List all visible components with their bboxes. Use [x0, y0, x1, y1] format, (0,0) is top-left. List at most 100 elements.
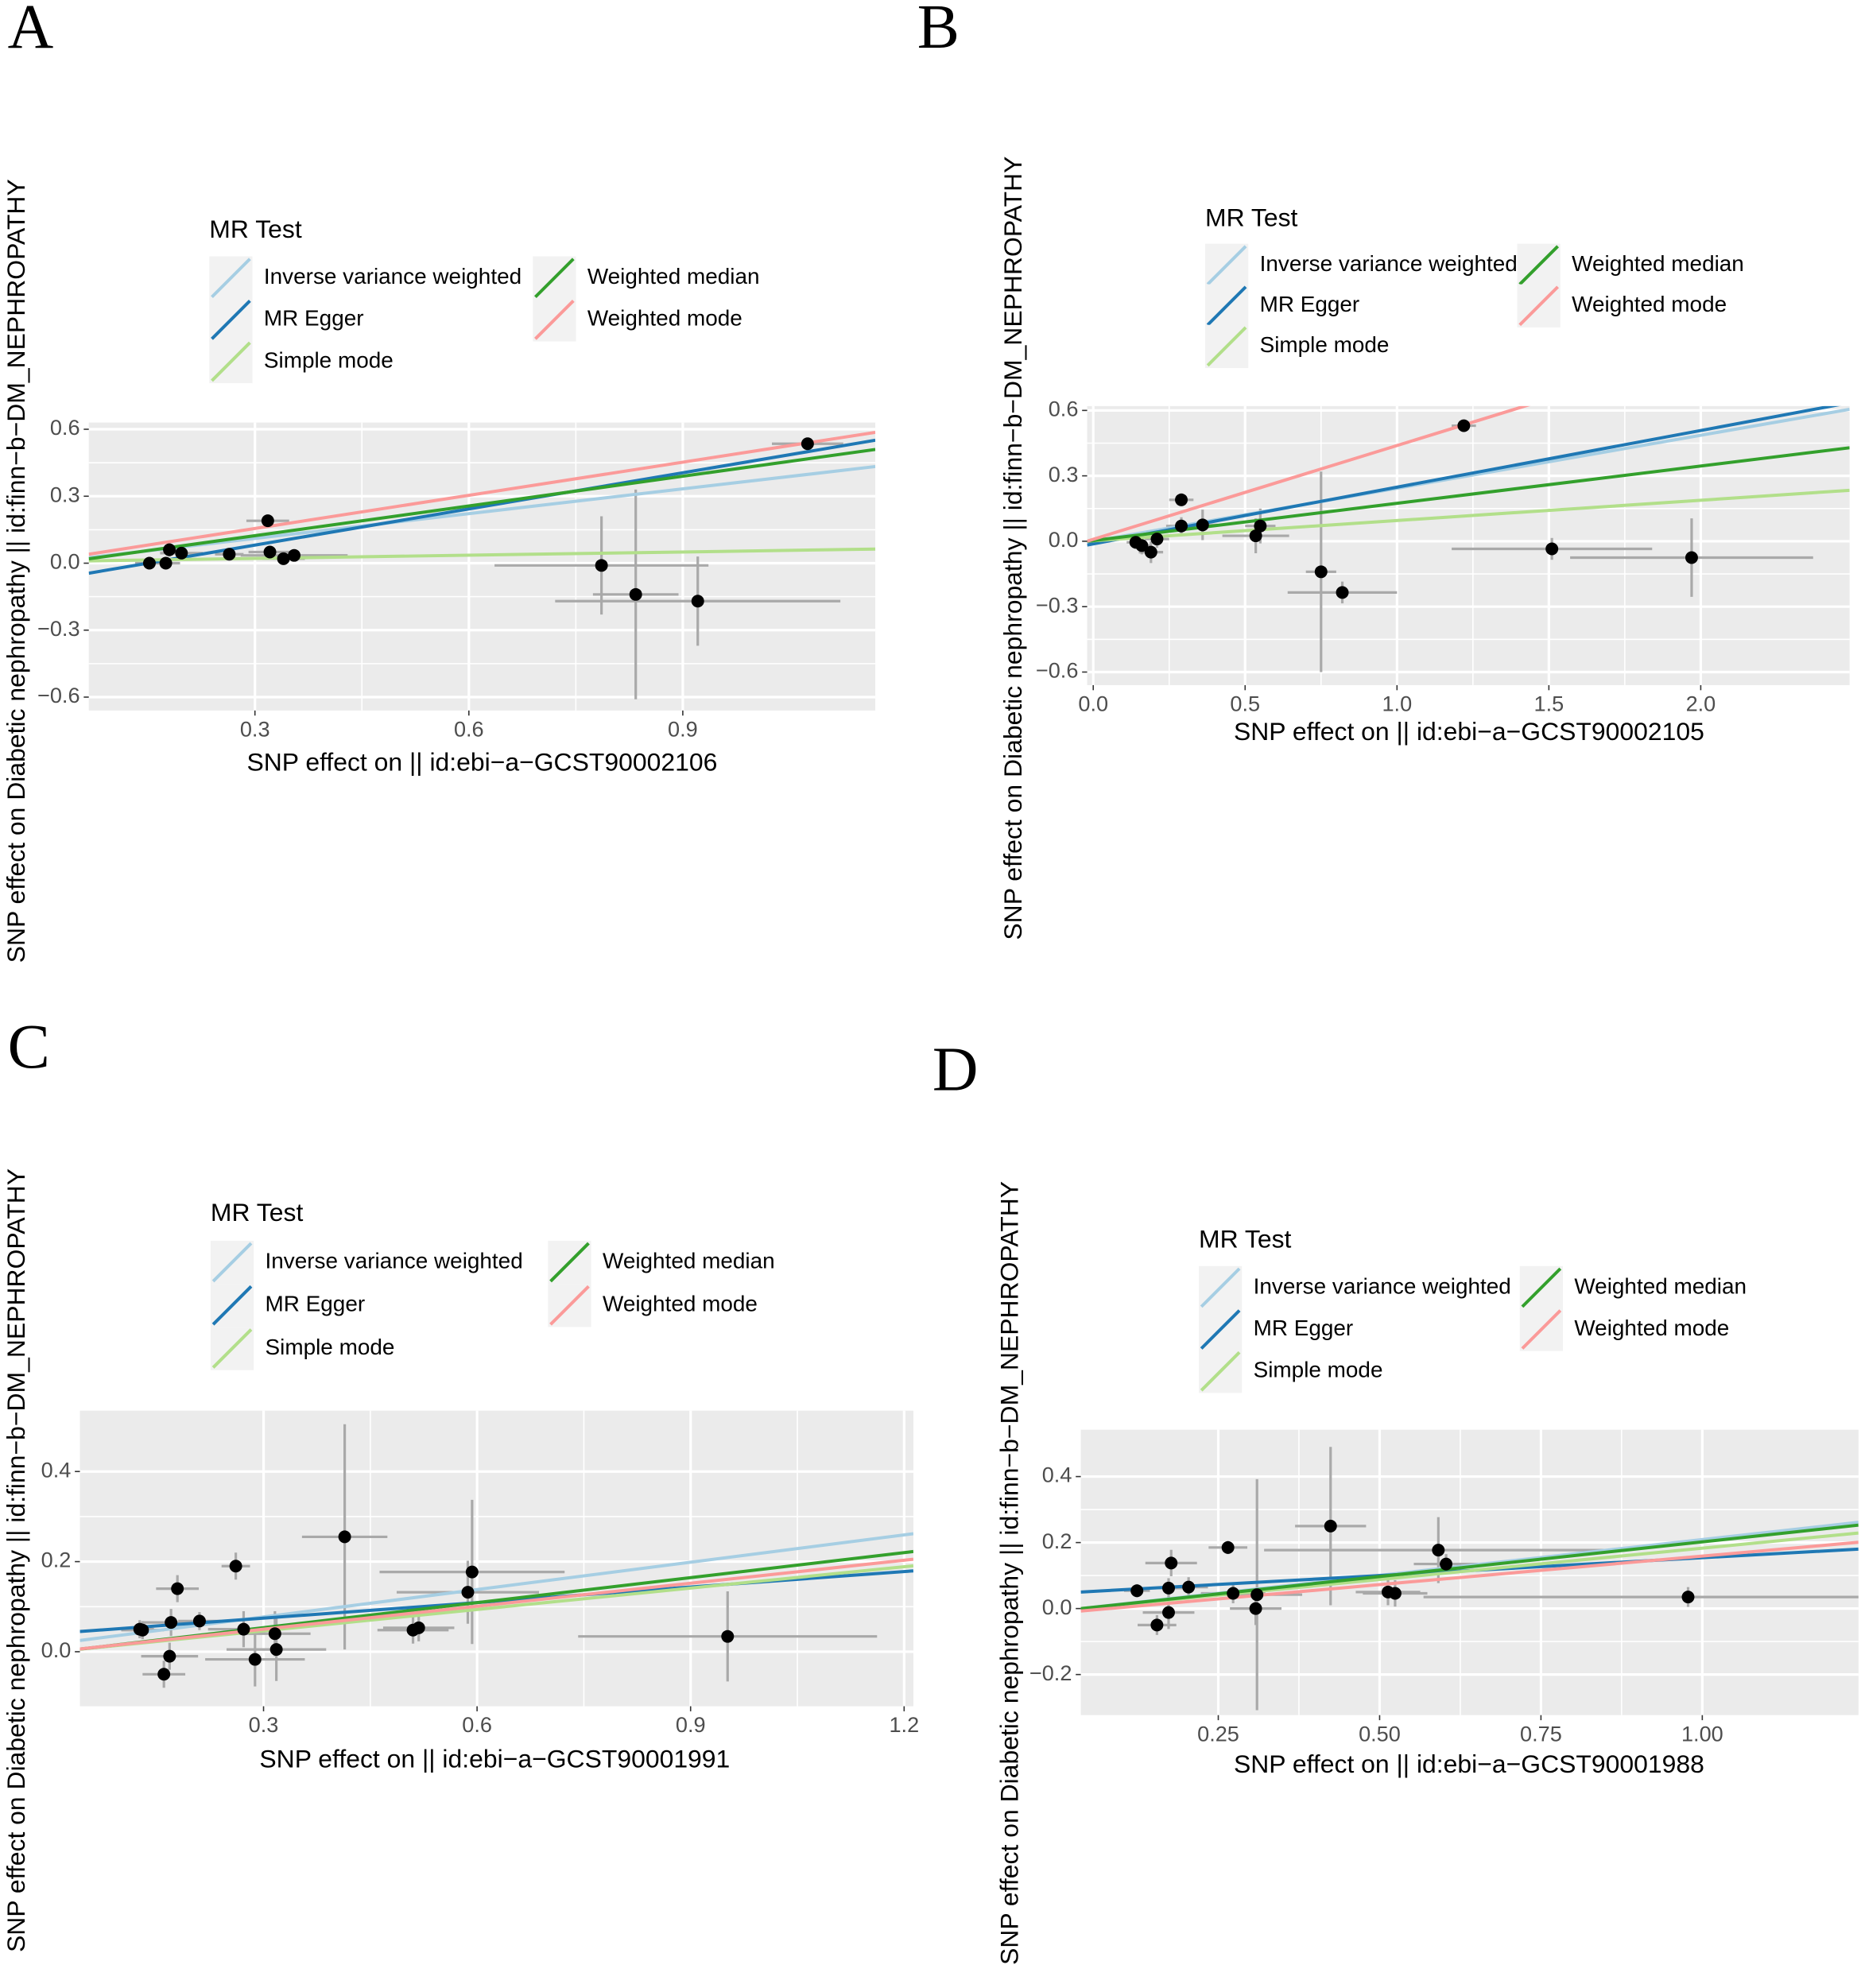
panel: B 0.0 0.5 1.0 1.5 2.0 −0.6 −0.3 0.0 0.3 0.6 SNP eff… [917, 0, 1850, 940]
y-tick-label: −0.6 [1036, 658, 1079, 683]
legend-swatch [549, 1242, 590, 1283]
snp-point [595, 559, 608, 572]
snp-point [1130, 1584, 1144, 1598]
snp-point [1249, 529, 1262, 543]
snp-point [465, 1565, 479, 1579]
regression-line [1080, 1523, 1859, 1610]
legend-swatch [534, 299, 575, 340]
legend-label: MR Egger [1260, 292, 1360, 316]
snp-point [165, 1616, 178, 1630]
legend-label: Weighted mode [1574, 1316, 1729, 1340]
legend-swatch [1206, 245, 1247, 286]
snp-point [157, 1668, 171, 1681]
snp-point [1249, 1602, 1262, 1615]
legend-swatch [1206, 326, 1247, 367]
legend-label: Weighted mode [603, 1292, 758, 1316]
legend-swatch [1200, 1309, 1241, 1350]
snp-point [1314, 565, 1328, 579]
snp-point [171, 1582, 184, 1595]
snp-point [691, 595, 704, 608]
legend-label: Simple mode [1260, 332, 1390, 357]
plot-background [1087, 405, 1850, 685]
snp-point [1545, 542, 1559, 556]
legend-swatch [1518, 285, 1560, 327]
legend-label: Simple mode [264, 347, 394, 372]
snp-point [1165, 1556, 1178, 1570]
y-tick-label: 0.4 [1042, 1463, 1072, 1487]
plot-layer [1080, 1447, 1859, 1711]
x-tick-label: 1.0 [1382, 692, 1412, 716]
snp-point [192, 1614, 206, 1628]
plot-background [88, 422, 876, 711]
panel-letter: C [8, 1012, 50, 1082]
legend-swatch [1200, 1351, 1241, 1392]
panel-letter: A [8, 0, 54, 62]
snp-point [721, 1630, 735, 1643]
snp-point [175, 546, 188, 560]
legend-swatch [1206, 285, 1247, 327]
y-tick-label: 0.0 [50, 549, 80, 574]
regression-line [88, 448, 876, 560]
snp-point [229, 1560, 242, 1573]
legend-title: MR Test [1205, 203, 1298, 232]
y-axis-label: SNP effect on Diabetic nephropathy || id… [2, 179, 30, 963]
x-tick-label: 0.25 [1197, 1721, 1239, 1746]
snp-point [223, 548, 236, 561]
x-tick-label: 0.5 [1230, 692, 1260, 716]
snp-point [1457, 419, 1471, 432]
y-tick-label: 0.2 [1042, 1529, 1072, 1553]
snp-point [1681, 1591, 1695, 1604]
legend-swatch [534, 258, 575, 299]
snp-point [1150, 533, 1164, 546]
snp-point [629, 587, 642, 601]
legend-label: Inverse variance weighted [1260, 251, 1518, 276]
plot-background [79, 1410, 913, 1707]
snp-point [1336, 586, 1349, 599]
snp-point [136, 1623, 149, 1637]
legend-swatch [211, 1242, 253, 1283]
panel: C 0.3 0.6 0.9 1.2 0.0 0.2 0.4 SNP effect on || i… [2, 1012, 919, 1952]
x-tick-label: 0.75 [1520, 1721, 1562, 1746]
snp-point [1440, 1557, 1453, 1571]
y-tick-label: 0.0 [1042, 1595, 1072, 1619]
legend-swatch [1518, 245, 1560, 286]
regression-line [88, 430, 876, 556]
snp-point [163, 543, 176, 556]
legend-title: MR Test [209, 215, 302, 243]
plot-layer [1087, 405, 1850, 672]
plot-layer [79, 1424, 913, 1688]
legend-label: Inverse variance weighted [266, 1248, 523, 1273]
regression-line [88, 547, 876, 563]
x-tick-label: 0.0 [1078, 692, 1108, 716]
y-tick-label: 0.2 [41, 1548, 72, 1572]
snp-point [1162, 1581, 1175, 1595]
legend-label: Weighted mode [587, 306, 742, 331]
snp-point [1182, 1580, 1196, 1594]
legend-label: Simple mode [266, 1335, 395, 1359]
snp-point [163, 1649, 176, 1663]
snp-point [142, 556, 156, 570]
snp-point [248, 1653, 262, 1666]
legend-title: MR Test [211, 1198, 304, 1227]
y-axis-label: SNP effect on Diabetic nephropathy || id… [998, 157, 1027, 940]
snp-point [1250, 1588, 1264, 1602]
x-tick-label: 1.00 [1681, 1721, 1723, 1746]
legend-swatch [211, 1285, 253, 1326]
snp-point [1135, 539, 1149, 552]
y-tick-label: 0.0 [41, 1637, 72, 1662]
snp-point [261, 514, 274, 528]
snp-point [1175, 519, 1188, 533]
snp-point [237, 1622, 250, 1636]
legend-label: MR Egger [266, 1292, 366, 1316]
x-axis-label: SNP effect on || id:ebi−a−GCST90001988 [1234, 1750, 1704, 1778]
x-tick-label: 0.3 [240, 717, 270, 742]
snp-point [288, 548, 301, 562]
x-tick-label: 0.9 [676, 1712, 706, 1737]
snp-point [801, 437, 814, 451]
x-tick-label: 0.3 [249, 1712, 279, 1737]
x-tick-label: 0.50 [1359, 1721, 1401, 1746]
x-tick-label: 2.0 [1686, 692, 1716, 716]
legend-swatch [1521, 1267, 1562, 1308]
legend-label: Weighted median [1572, 251, 1744, 276]
snp-point [1150, 1618, 1164, 1632]
